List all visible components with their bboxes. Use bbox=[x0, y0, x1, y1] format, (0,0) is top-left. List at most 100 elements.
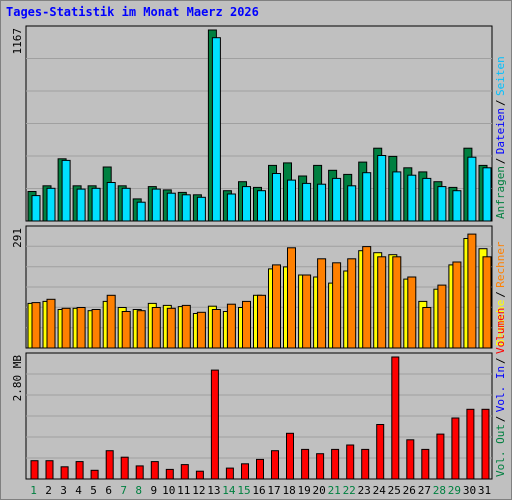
bar-dateien bbox=[317, 183, 327, 222]
bar-volumen bbox=[421, 448, 430, 480]
x-tick-label: 10 bbox=[162, 484, 175, 497]
bar-volumen bbox=[225, 467, 234, 480]
bar-dateien bbox=[151, 188, 161, 222]
x-tick-label: 2 bbox=[45, 484, 52, 497]
bar-volumen bbox=[361, 448, 370, 480]
bar-volumen bbox=[346, 444, 355, 480]
bar-dateien bbox=[422, 177, 432, 222]
y-max-label-visits: 291 bbox=[11, 228, 24, 248]
bar-volumen bbox=[105, 450, 114, 480]
bar-volumen bbox=[286, 432, 294, 480]
bar-dateien bbox=[467, 156, 477, 222]
bar-rechner bbox=[362, 246, 372, 349]
bar-dateien bbox=[181, 194, 191, 222]
bar-volumen bbox=[331, 448, 340, 480]
bar-dateien bbox=[257, 190, 266, 222]
bar-volumen bbox=[165, 468, 174, 480]
bar-rechner bbox=[106, 294, 116, 349]
legend-dateien: Dateien bbox=[494, 108, 507, 154]
bar-rechner bbox=[211, 309, 221, 349]
x-tick-label: 5 bbox=[90, 484, 97, 497]
x-tick-label: 24 bbox=[373, 484, 387, 497]
bar-rechner bbox=[61, 307, 71, 349]
x-tick-label: 7 bbox=[120, 484, 127, 497]
x-tick-label: 30 bbox=[463, 484, 476, 497]
bar-dateien bbox=[136, 201, 146, 222]
bar-dateien bbox=[196, 196, 206, 222]
bar-dateien bbox=[61, 159, 71, 222]
x-tick-label: 1 bbox=[30, 484, 37, 497]
bar-dateien bbox=[226, 193, 236, 222]
bar-rechner bbox=[136, 310, 146, 349]
bar-volumen bbox=[256, 458, 264, 480]
legend-separator: / bbox=[494, 158, 507, 165]
x-tick-label: 27 bbox=[418, 484, 431, 497]
bar-dateien bbox=[452, 190, 462, 222]
bar-volumen bbox=[90, 469, 99, 480]
bar-volumen bbox=[406, 439, 415, 480]
legend-separator: / bbox=[494, 416, 507, 423]
legend-separator: / bbox=[494, 357, 507, 364]
x-tick-label: 17 bbox=[267, 484, 280, 497]
legend-rechner: Rechner bbox=[494, 241, 507, 288]
bar-dateien bbox=[166, 192, 176, 222]
bar-rechner bbox=[347, 258, 357, 349]
bar-volumen bbox=[376, 424, 385, 480]
bar-volumen bbox=[60, 466, 69, 480]
x-tick-label: 29 bbox=[448, 484, 461, 497]
bar-volumen bbox=[150, 461, 159, 480]
legend-vol-out: Vol. Out bbox=[494, 424, 507, 477]
legend-volumen: Volumen bbox=[494, 308, 507, 354]
x-tick-label: 18 bbox=[282, 484, 295, 497]
bar-rechner bbox=[257, 294, 266, 349]
bar-dateien bbox=[362, 172, 372, 222]
x-tick-label: 4 bbox=[75, 484, 82, 497]
bar-dateien bbox=[46, 187, 56, 222]
bar-volumen bbox=[271, 450, 279, 480]
bar-dateien bbox=[91, 187, 101, 222]
bar-rechner bbox=[407, 276, 417, 349]
bar-rechner bbox=[467, 233, 477, 349]
bar-dateien bbox=[31, 195, 41, 222]
bar-rechner bbox=[121, 311, 131, 349]
legend-separator: / bbox=[494, 99, 507, 106]
bar-volumen bbox=[135, 465, 144, 480]
x-tick-label: 26 bbox=[403, 484, 416, 497]
y-max-label-volume: 2.80 MB bbox=[11, 355, 24, 402]
x-tick-label: 6 bbox=[105, 484, 112, 497]
bar-rechner bbox=[332, 262, 342, 349]
bar-dateien bbox=[332, 177, 342, 222]
x-tick-label: 28 bbox=[433, 484, 446, 497]
y-max-label-requests: 1167 bbox=[11, 28, 24, 55]
bar-rechner bbox=[302, 274, 312, 349]
bar-dateien bbox=[242, 186, 251, 222]
bar-dateien bbox=[211, 37, 221, 222]
bar-dateien bbox=[377, 155, 387, 222]
bar-volumen bbox=[466, 408, 475, 480]
x-tick-label: 11 bbox=[177, 484, 190, 497]
bar-volumen bbox=[316, 453, 325, 480]
bar-rechner bbox=[181, 304, 191, 349]
bar-rechner bbox=[166, 307, 176, 349]
bar-volumen bbox=[180, 464, 189, 480]
bar-volumen bbox=[451, 417, 460, 480]
bar-dateien bbox=[121, 187, 131, 222]
bar-rechner bbox=[377, 256, 387, 349]
x-tick-label: 21 bbox=[328, 484, 341, 497]
bar-dateien bbox=[272, 173, 281, 222]
bar-rechner bbox=[242, 300, 251, 349]
bar-rechner bbox=[437, 284, 447, 349]
bar-dateien bbox=[106, 182, 116, 222]
legend-anfragen: Anfragen bbox=[494, 166, 507, 219]
bar-rechner bbox=[46, 298, 56, 349]
legend-seiten: Seiten bbox=[494, 56, 507, 96]
x-tick-label: 13 bbox=[207, 484, 220, 497]
legend-separator: / bbox=[494, 291, 507, 298]
bar-rechner bbox=[317, 258, 327, 349]
bar-rechner bbox=[392, 256, 402, 349]
bar-dateien bbox=[347, 185, 357, 222]
x-tick-label: 14 bbox=[222, 484, 236, 497]
x-tick-label: 12 bbox=[192, 484, 205, 497]
bar-rechner bbox=[287, 247, 296, 349]
x-tick-label: 15 bbox=[237, 484, 250, 497]
